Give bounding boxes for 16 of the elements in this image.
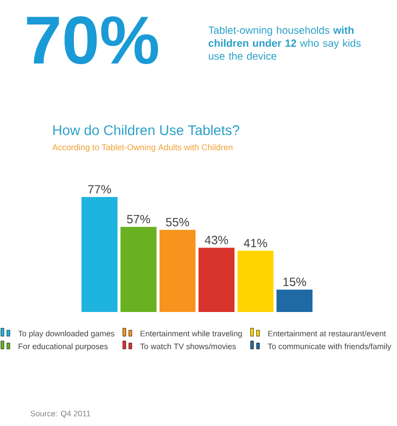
text: 70% (27, 16, 158, 64)
bar (276, 290, 313, 312)
bar (238, 250, 274, 312)
bar (198, 248, 234, 312)
text: Tablet-owning households with children under 12 who say kids use the device (208, 26, 361, 60)
chart-subtitle: According to Tablet-Owning Adults with Children (52, 144, 232, 152)
bar (160, 230, 196, 312)
bar (82, 197, 118, 312)
bar (120, 226, 156, 312)
chart-title: How do Children Use Tablets? (53, 124, 240, 136)
data-label: 43% (204, 236, 228, 244)
data-label: 55% (166, 218, 190, 226)
data-label: 41% (244, 238, 268, 248)
data-label: 57% (127, 214, 150, 224)
data-label: 15% (283, 278, 306, 286)
data-label: 77% (88, 185, 112, 194)
